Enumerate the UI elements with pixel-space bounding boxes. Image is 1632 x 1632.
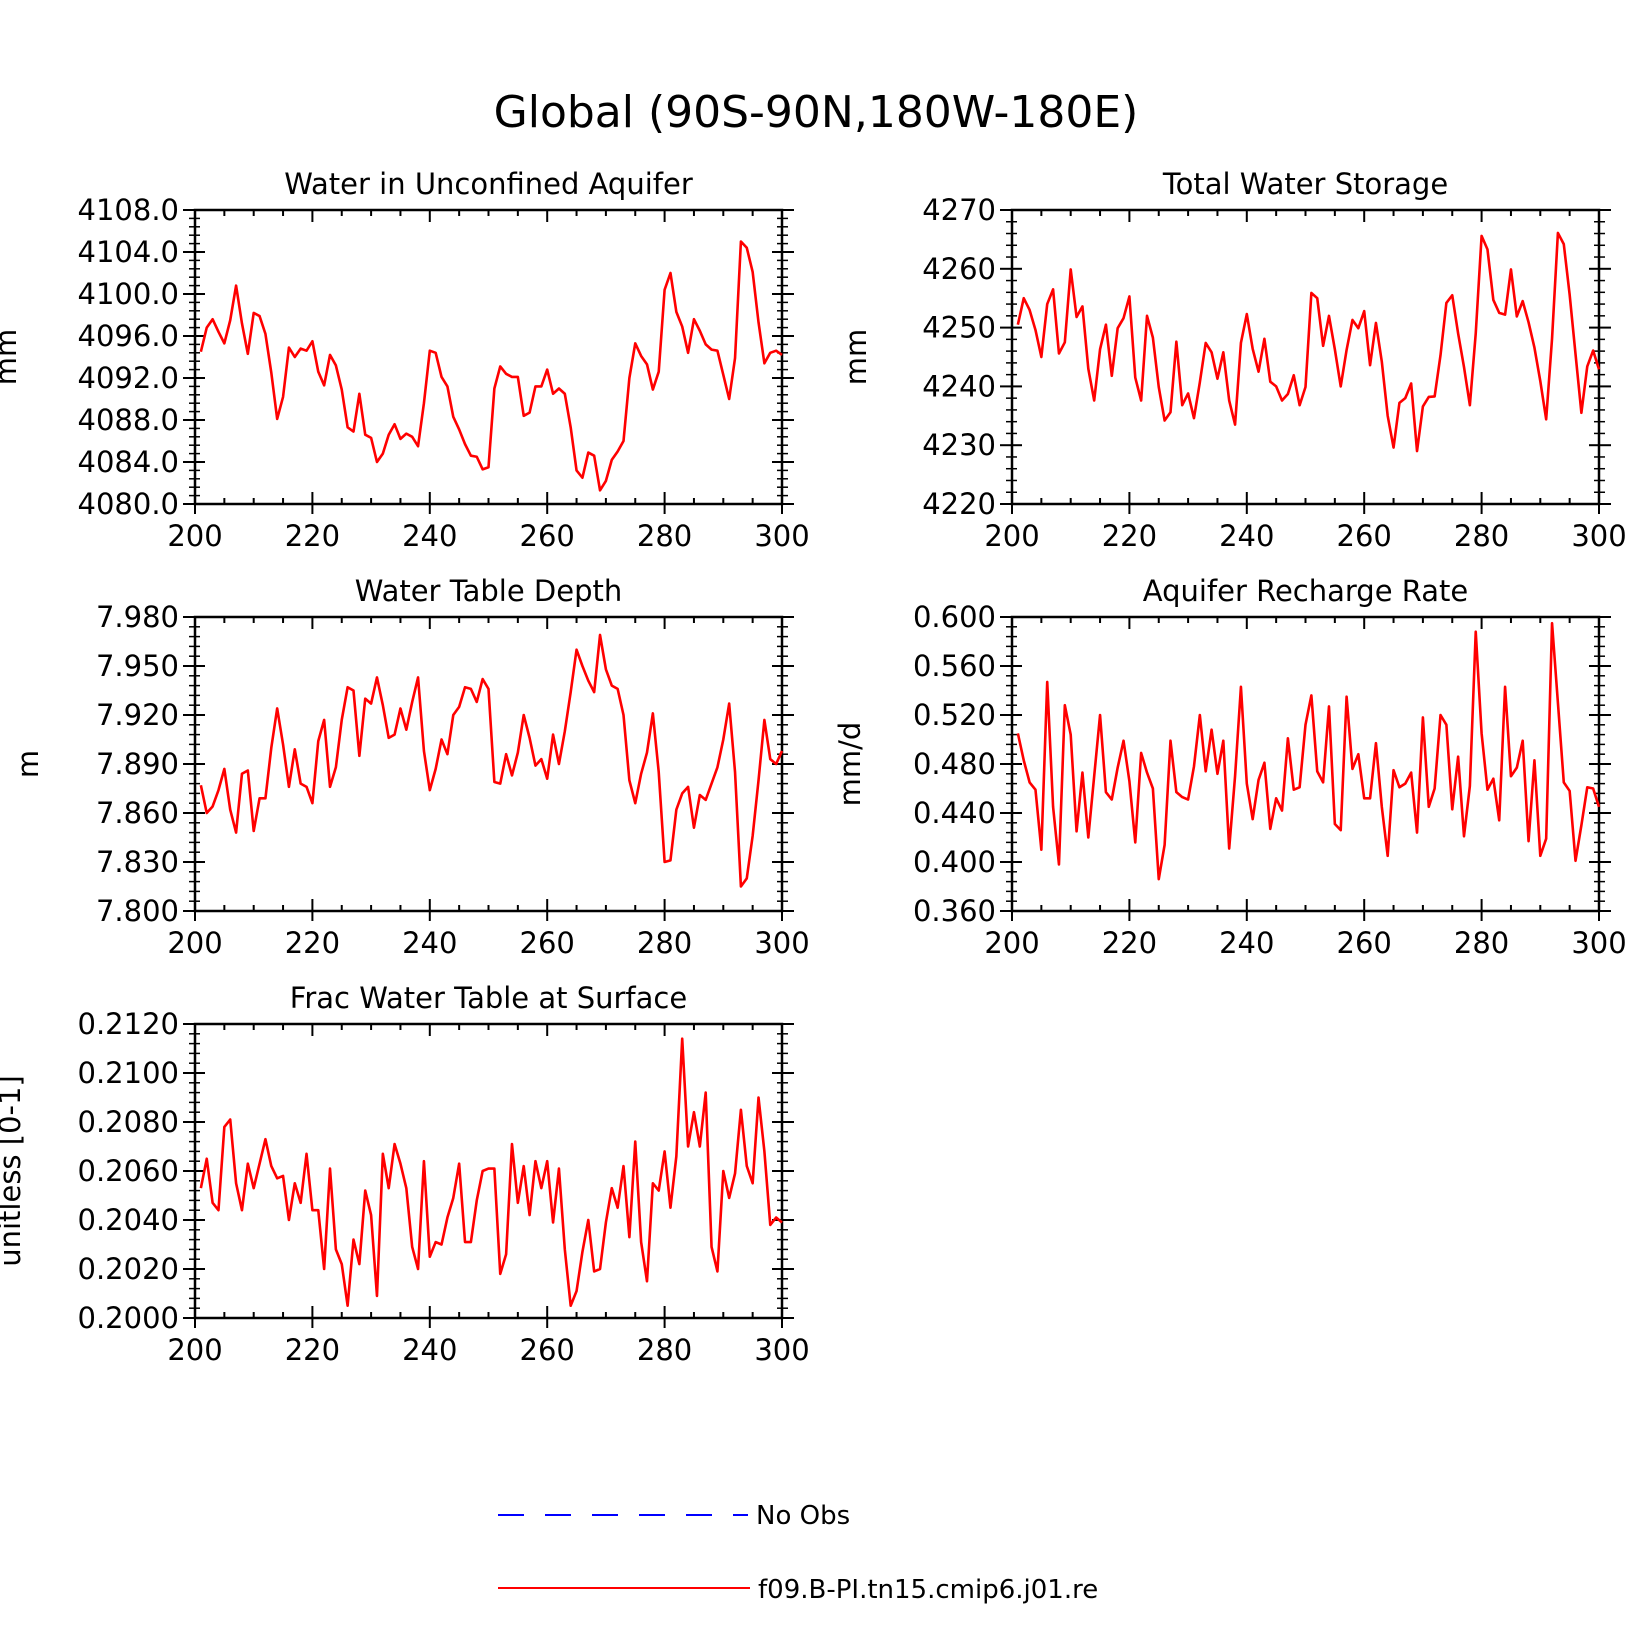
panel-title: Total Water Storage bbox=[1162, 167, 1448, 201]
y-tick-label: 7.920 bbox=[96, 698, 179, 732]
y-tick-label: 0.2120 bbox=[78, 1007, 179, 1041]
x-tick-label: 240 bbox=[402, 519, 457, 553]
y-tick-label: 0.2040 bbox=[78, 1203, 179, 1237]
panel-5: Frac Water Table at Surface unitless [0-1… bbox=[0, 981, 810, 1367]
y-tick-label: 4260 bbox=[922, 252, 996, 286]
y-tick-label: 0.480 bbox=[913, 747, 996, 781]
x-tick-label: 240 bbox=[402, 1333, 457, 1367]
x-tick-label: 280 bbox=[637, 519, 692, 553]
y-tick-label: 0.2060 bbox=[78, 1154, 179, 1188]
y-tick-label: 4092.0 bbox=[78, 361, 179, 395]
plot-frame bbox=[193, 1022, 784, 1320]
y-tick-label: 4220 bbox=[922, 487, 996, 521]
panel-1: Water in Unconfined Aquifer mm 200 220 240 26… bbox=[0, 167, 810, 553]
x-tick-label: 200 bbox=[984, 926, 1039, 960]
x-tick-label: 300 bbox=[754, 1333, 809, 1367]
x-tick-label: 280 bbox=[637, 926, 692, 960]
y-tick-label: 7.800 bbox=[96, 894, 179, 928]
y-tick-label: 0.520 bbox=[913, 698, 996, 732]
x-tick-label: 200 bbox=[167, 926, 222, 960]
y-tick-label: 4250 bbox=[922, 311, 996, 345]
y-tick-label: 4230 bbox=[922, 428, 996, 462]
x-tick-label: 260 bbox=[520, 519, 575, 553]
x-tick-label: 220 bbox=[285, 1333, 340, 1367]
y-tick-label: 0.360 bbox=[913, 894, 996, 928]
y-tick-label: 4270 bbox=[922, 193, 996, 227]
y-tick-label: 4088.0 bbox=[78, 403, 179, 437]
x-tick-label: 300 bbox=[754, 519, 809, 553]
legend: No Obs f09.B-PI.tn15.cmip6.j01.re bbox=[498, 1501, 1098, 1605]
y-tick-label: 0.2020 bbox=[78, 1252, 179, 1286]
x-tick-label: 240 bbox=[1219, 926, 1274, 960]
x-tick-label: 200 bbox=[167, 1333, 222, 1367]
y-tick-label: 7.830 bbox=[96, 845, 179, 879]
panel-2: Total Water Storage mm 200 220 240 260 280 300 4… bbox=[839, 167, 1627, 553]
x-tick-label: 300 bbox=[1571, 519, 1626, 553]
series-line-model bbox=[1016, 231, 1601, 453]
x-tick-label: 260 bbox=[1337, 519, 1392, 553]
y-axis-label: mm/d bbox=[833, 722, 867, 807]
y-tick-label: 4108.0 bbox=[78, 193, 179, 227]
figure-title: Global (90S-90N,180W-180E) bbox=[494, 87, 1139, 138]
y-tick-label: 7.890 bbox=[96, 747, 179, 781]
series-line-model bbox=[1016, 621, 1601, 881]
x-tick-label: 260 bbox=[1337, 926, 1392, 960]
x-tick-label: 200 bbox=[167, 519, 222, 553]
x-tick-label: 220 bbox=[285, 926, 340, 960]
x-tick-label: 260 bbox=[520, 926, 575, 960]
y-axis-label: unitless [0-1] bbox=[0, 1075, 27, 1267]
panel-title: Water Table Depth bbox=[355, 574, 623, 608]
y-tick-label: 0.440 bbox=[913, 796, 996, 830]
x-tick-label: 280 bbox=[637, 1333, 692, 1367]
x-tick-label: 300 bbox=[754, 926, 809, 960]
y-tick-label: 4084.0 bbox=[78, 445, 179, 479]
panel-4: Aquifer Recharge Rate mm/d 200 220 240 260 280… bbox=[833, 574, 1627, 960]
x-tick-label: 300 bbox=[1571, 926, 1626, 960]
x-tick-label: 220 bbox=[1102, 519, 1157, 553]
panel-title: Water in Unconfined Aquifer bbox=[284, 167, 693, 201]
y-tick-label: 4096.0 bbox=[78, 319, 179, 353]
y-tick-label: 0.400 bbox=[913, 845, 996, 879]
x-tick-label: 200 bbox=[984, 519, 1039, 553]
y-tick-label: 0.2080 bbox=[78, 1105, 179, 1139]
y-tick-label: 0.2000 bbox=[78, 1301, 179, 1335]
x-tick-label: 260 bbox=[520, 1333, 575, 1367]
y-tick-label: 0.560 bbox=[913, 649, 996, 683]
x-tick-label: 280 bbox=[1454, 519, 1509, 553]
x-tick-label: 220 bbox=[285, 519, 340, 553]
panel-3: Water Table Depth m 200 220 240 260 280 300 7.80… bbox=[11, 574, 810, 960]
y-axis-label: m bbox=[11, 750, 45, 778]
series-line-model bbox=[199, 1037, 783, 1308]
series-line-model bbox=[199, 240, 783, 492]
y-axis-label: mm bbox=[0, 329, 23, 386]
y-tick-label: 7.950 bbox=[96, 649, 179, 683]
x-tick-label: 240 bbox=[1219, 519, 1274, 553]
y-tick-label: 4240 bbox=[922, 369, 996, 403]
y-tick-label: 4104.0 bbox=[78, 235, 179, 269]
legend-label-no-obs: No Obs bbox=[756, 1501, 850, 1531]
y-tick-label: 7.860 bbox=[96, 796, 179, 830]
x-tick-label: 240 bbox=[402, 926, 457, 960]
series-line-model bbox=[199, 633, 784, 888]
panel-title: Frac Water Table at Surface bbox=[290, 981, 687, 1015]
x-tick-label: 220 bbox=[1102, 926, 1157, 960]
y-axis-label: mm bbox=[839, 329, 873, 386]
plot-frame bbox=[193, 615, 784, 913]
y-tick-label: 7.980 bbox=[96, 600, 179, 634]
legend-label-model: f09.B-PI.tn15.cmip6.j01.re bbox=[758, 1575, 1098, 1605]
y-tick-label: 0.2100 bbox=[78, 1056, 179, 1090]
y-tick-label: 4080.0 bbox=[78, 487, 179, 521]
panel-title: Aquifer Recharge Rate bbox=[1143, 574, 1469, 608]
x-tick-label: 280 bbox=[1454, 926, 1509, 960]
y-tick-label: 4100.0 bbox=[78, 277, 179, 311]
y-tick-label: 0.600 bbox=[913, 600, 996, 634]
chart-panels: Water in Unconfined Aquifer mm 200 220 240 26… bbox=[0, 167, 1627, 1367]
